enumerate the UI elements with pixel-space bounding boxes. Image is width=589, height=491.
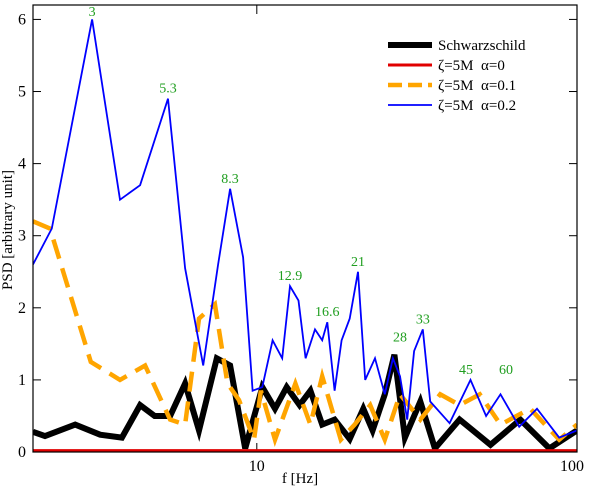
annotation: 12.9 (278, 269, 303, 284)
annotation: 45 (459, 363, 473, 378)
annotation: 60 (499, 363, 513, 378)
y-tick-label: 3 (18, 228, 26, 245)
y-tick-label: 0 (18, 444, 26, 461)
y-tick-label: 1 (18, 372, 26, 389)
y-tick-label: 6 (18, 11, 26, 28)
x-tick-label: 100 (560, 458, 584, 475)
legend: Schwarzschild ζ=5M α=0 ζ=5M α=0.1 ζ=5M α=0.… (388, 38, 526, 114)
x-axis-label: f [Hz] (282, 471, 318, 487)
y-tick-label: 5 (18, 84, 26, 101)
annotation: 3 (89, 5, 96, 20)
line-series (33, 19, 577, 439)
line-series (33, 353, 577, 452)
y-tick-label: 4 (18, 156, 26, 173)
legend-label: Schwarzschild (438, 38, 526, 54)
legend-label: ζ=5M α=0.1 (438, 78, 516, 94)
y-axis-label: PSD [arbitrary unit] (0, 170, 16, 290)
annotation: 8.3 (221, 172, 239, 187)
annotation: 5.3 (159, 82, 177, 97)
plot-area (33, 19, 577, 452)
line-series (33, 219, 577, 447)
y-tick-label: 2 (18, 300, 26, 317)
legend-label: ζ=5M α=0.2 (438, 98, 516, 114)
annotation: 21 (351, 255, 365, 270)
legend-label: ζ=5M α=0 (438, 58, 505, 74)
annotation: 28 (393, 330, 407, 345)
annotation: 16.6 (315, 305, 340, 320)
x-tick-label: 10 (249, 458, 265, 475)
annotation: 33 (416, 312, 430, 327)
plot-frame (32, 4, 578, 453)
